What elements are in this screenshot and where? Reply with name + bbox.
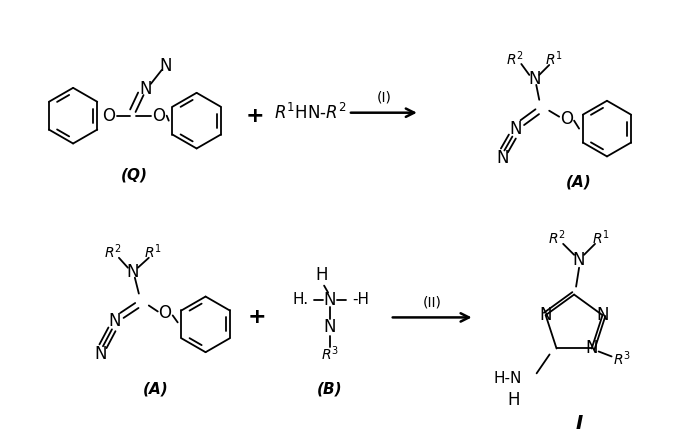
- Text: H: H: [316, 266, 329, 284]
- Text: N: N: [573, 251, 585, 269]
- Text: N: N: [540, 306, 552, 324]
- Text: $R^2$: $R^2$: [104, 242, 122, 261]
- Text: -H: -H: [352, 292, 369, 307]
- Text: N: N: [596, 306, 609, 324]
- Text: I: I: [575, 414, 583, 433]
- Text: N: N: [324, 319, 336, 336]
- Text: H.: H.: [292, 292, 308, 307]
- Text: O: O: [103, 107, 115, 125]
- Text: N: N: [496, 150, 509, 168]
- Text: (I): (I): [377, 91, 391, 105]
- Text: +: +: [248, 307, 267, 327]
- Text: H-N: H-N: [493, 371, 521, 386]
- Text: $R^2$: $R^2$: [548, 228, 566, 247]
- Text: N: N: [324, 291, 336, 309]
- Text: (II): (II): [423, 296, 442, 310]
- Text: N: N: [140, 80, 152, 98]
- Text: $R^1$HN-$R^2$: $R^1$HN-$R^2$: [274, 103, 347, 123]
- Text: (Q): (Q): [120, 168, 147, 183]
- Text: N: N: [127, 263, 139, 281]
- Text: H: H: [507, 391, 519, 409]
- Text: $R^3$: $R^3$: [321, 345, 339, 363]
- Text: $R^1$: $R^1$: [144, 242, 161, 261]
- Text: N: N: [586, 340, 598, 358]
- Text: (A): (A): [143, 381, 168, 396]
- Text: $R^2$: $R^2$: [507, 50, 524, 69]
- Text: $R^1$: $R^1$: [592, 228, 610, 247]
- Text: O: O: [158, 305, 171, 323]
- Text: N: N: [528, 70, 540, 88]
- Text: N: N: [159, 57, 172, 75]
- Text: N: N: [95, 345, 107, 363]
- Text: O: O: [152, 107, 165, 125]
- Text: $R^1$: $R^1$: [545, 50, 563, 69]
- Text: O: O: [560, 110, 572, 128]
- Text: N: N: [509, 120, 521, 138]
- Text: (A): (A): [566, 175, 592, 190]
- Text: (B): (B): [317, 381, 343, 396]
- Text: $R^3$: $R^3$: [612, 349, 630, 368]
- Text: N: N: [108, 312, 121, 330]
- Text: +: +: [246, 106, 265, 126]
